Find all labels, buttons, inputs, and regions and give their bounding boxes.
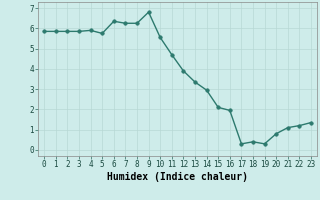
X-axis label: Humidex (Indice chaleur): Humidex (Indice chaleur) <box>107 172 248 182</box>
